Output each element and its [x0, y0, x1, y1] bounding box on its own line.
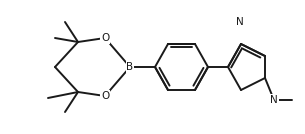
Text: N: N: [236, 17, 244, 27]
Text: B: B: [127, 62, 134, 72]
Text: N: N: [270, 95, 278, 105]
Text: O: O: [101, 33, 109, 43]
Text: O: O: [101, 91, 109, 101]
